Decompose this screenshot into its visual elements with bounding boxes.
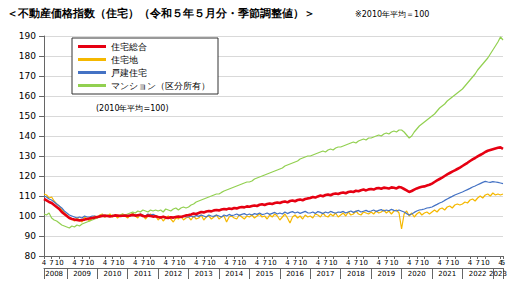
svg-text:10: 10 xyxy=(146,259,155,267)
svg-text:2019: 2019 xyxy=(377,270,395,278)
svg-text:10: 10 xyxy=(359,259,368,267)
svg-text:2016: 2016 xyxy=(286,270,304,278)
svg-text:住宅地: 住宅地 xyxy=(111,55,138,65)
svg-text:5: 5 xyxy=(501,259,505,267)
svg-text:2022: 2022 xyxy=(469,270,487,278)
svg-text:10: 10 xyxy=(450,259,459,267)
svg-text:2010: 2010 xyxy=(104,270,122,278)
svg-text:7: 7 xyxy=(80,259,84,267)
svg-text:10: 10 xyxy=(268,259,277,267)
svg-text:2008: 2008 xyxy=(45,270,63,278)
svg-text:4: 4 xyxy=(194,259,199,267)
svg-text:2012: 2012 xyxy=(164,270,182,278)
svg-text:4: 4 xyxy=(407,259,412,267)
svg-text:10: 10 xyxy=(420,259,429,267)
svg-text:4: 4 xyxy=(103,259,108,267)
svg-text:10: 10 xyxy=(116,259,125,267)
svg-text:7: 7 xyxy=(110,259,114,267)
svg-text:4: 4 xyxy=(72,259,77,267)
svg-text:120: 120 xyxy=(19,171,36,181)
svg-text:10: 10 xyxy=(481,259,490,267)
svg-text:4: 4 xyxy=(133,259,138,267)
svg-text:190: 190 xyxy=(19,31,36,41)
svg-text:4: 4 xyxy=(255,259,260,267)
svg-text:10: 10 xyxy=(237,259,246,267)
svg-text:7: 7 xyxy=(262,259,266,267)
svg-text:2009: 2009 xyxy=(73,270,91,278)
svg-text:4: 4 xyxy=(163,259,168,267)
svg-text:4: 4 xyxy=(346,259,351,267)
svg-text:10: 10 xyxy=(207,259,216,267)
svg-text:150: 150 xyxy=(19,111,36,121)
svg-text:2011: 2011 xyxy=(134,270,152,278)
svg-text:2013: 2013 xyxy=(195,270,213,278)
svg-text:7: 7 xyxy=(415,259,419,267)
svg-text:7: 7 xyxy=(293,259,297,267)
svg-text:住宅総合: 住宅総合 xyxy=(111,42,147,52)
svg-text:戸建住宅: 戸建住宅 xyxy=(111,68,147,78)
svg-text:10: 10 xyxy=(176,259,185,267)
svg-text:7: 7 xyxy=(141,259,145,267)
svg-text:2014: 2014 xyxy=(225,270,243,278)
svg-text:4: 4 xyxy=(316,259,321,267)
svg-text:10: 10 xyxy=(55,259,64,267)
svg-text:7: 7 xyxy=(323,259,327,267)
svg-text:7: 7 xyxy=(445,259,449,267)
svg-text:4: 4 xyxy=(224,259,229,267)
svg-text:7: 7 xyxy=(171,259,175,267)
svg-text:7: 7 xyxy=(354,259,358,267)
svg-text:4: 4 xyxy=(468,259,473,267)
svg-text:180: 180 xyxy=(19,51,36,61)
svg-text:4: 4 xyxy=(377,259,382,267)
svg-text:170: 170 xyxy=(19,71,36,81)
svg-text:80: 80 xyxy=(25,251,37,261)
svg-text:160: 160 xyxy=(19,91,36,101)
svg-text:2023: 2023 xyxy=(489,270,507,278)
svg-text:7: 7 xyxy=(49,259,53,267)
svg-text:7: 7 xyxy=(384,259,388,267)
svg-text:10: 10 xyxy=(329,259,338,267)
svg-text:4: 4 xyxy=(437,259,442,267)
svg-text:7: 7 xyxy=(202,259,206,267)
svg-text:10: 10 xyxy=(85,259,94,267)
svg-text:2015: 2015 xyxy=(256,270,274,278)
svg-text:マンション（区分所有）: マンション（区分所有） xyxy=(111,81,210,91)
svg-text:140: 140 xyxy=(19,131,36,141)
svg-text:＜不動産価格指数（住宅）（令和５年５月分・季節調整値）＞: ＜不動産価格指数（住宅）（令和５年５月分・季節調整値）＞ xyxy=(7,7,315,20)
svg-text:2017: 2017 xyxy=(317,270,335,278)
svg-text:2018: 2018 xyxy=(347,270,365,278)
svg-text:10: 10 xyxy=(389,259,398,267)
svg-text:4: 4 xyxy=(42,259,47,267)
svg-text:10: 10 xyxy=(298,259,307,267)
svg-text:7: 7 xyxy=(475,259,479,267)
svg-text:90: 90 xyxy=(25,231,37,241)
svg-text:110: 110 xyxy=(19,191,36,201)
svg-text:2021: 2021 xyxy=(438,270,456,278)
svg-text:2020: 2020 xyxy=(408,270,426,278)
svg-text:(2010年平均=100): (2010年平均=100) xyxy=(96,104,169,113)
svg-text:100: 100 xyxy=(19,211,36,221)
svg-text:4: 4 xyxy=(285,259,290,267)
svg-text:130: 130 xyxy=(19,151,36,161)
svg-text:7: 7 xyxy=(232,259,236,267)
svg-text:※2010年平均＝100: ※2010年平均＝100 xyxy=(355,10,429,19)
